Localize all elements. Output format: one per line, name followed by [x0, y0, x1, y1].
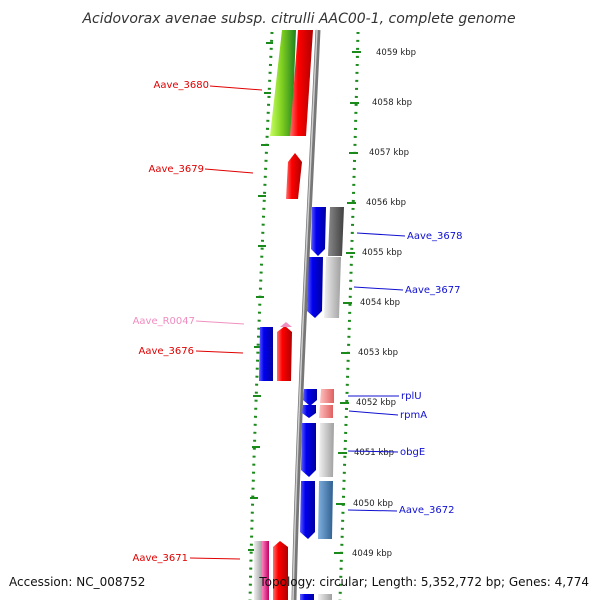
gene-label: obgE	[400, 447, 425, 458]
right-tick	[349, 152, 358, 154]
gene-label: Aave_3671	[133, 553, 189, 564]
leader-line	[204, 168, 254, 174]
gene-feature-blue	[303, 389, 317, 406]
right-tick	[341, 352, 350, 354]
gene-feature-green	[270, 30, 296, 136]
right-tick	[338, 452, 347, 454]
left-tick	[266, 42, 273, 44]
gene-feature-blue	[307, 257, 323, 318]
gene-feature-blue	[302, 405, 316, 418]
left-tick	[253, 395, 261, 397]
leader-line	[195, 320, 245, 325]
gene-feature-salmon	[319, 405, 333, 418]
gene-feature-blue	[311, 207, 326, 256]
right-tick	[334, 552, 343, 554]
right-tick	[346, 252, 355, 254]
gene-feature-steelblue	[318, 481, 333, 539]
gene-feature-darkgray	[328, 207, 344, 256]
gene-feature-gray	[318, 594, 332, 600]
left-tick	[250, 497, 258, 499]
gene-label: Aave_3672	[399, 505, 455, 516]
right-tick	[347, 202, 356, 204]
gene-labels: Aave_3680 Aave_3679 Aave_R0047 Aave_3676…	[133, 80, 463, 564]
gene-feature-gray	[324, 257, 341, 318]
gene-label: Aave_3679	[149, 164, 205, 175]
leader-line	[189, 557, 241, 560]
kbp-ruler-labels: 4059 kbp 4058 kbp 4057 kbp 4056 kbp 4055…	[352, 48, 416, 559]
genome-backbone	[291, 29, 321, 600]
kbp-label: 4050 kbp	[353, 499, 393, 509]
gene-label: Aave_R0047	[133, 316, 195, 327]
forward-strand-genes	[254, 30, 313, 600]
right-tick	[343, 302, 352, 304]
gene-feature-blue	[300, 481, 315, 539]
gene-label: Aave_3678	[407, 231, 463, 242]
right-ruler-ticks	[334, 51, 361, 554]
gene-feature-salmon	[320, 389, 334, 403]
gene-feature-red	[273, 541, 288, 600]
left-tick	[256, 296, 264, 298]
accession-text: Accession: NC_008752	[9, 575, 145, 589]
gene-feature-blue	[301, 423, 316, 477]
right-tick	[350, 102, 359, 104]
kbp-label: 4052 kbp	[356, 398, 396, 408]
left-ruler-ticks	[248, 42, 273, 551]
kbp-label: 4058 kbp	[372, 98, 412, 108]
ruler-dotted-lines	[248, 31, 360, 600]
label-leader-lines	[189, 85, 406, 560]
topology-text: Topology: circular; Length: 5,352,772 bp…	[258, 575, 589, 589]
kbp-label: 4053 kbp	[358, 348, 398, 358]
map-title: Acidovorax avenae subsp. citrulli AAC00-…	[81, 11, 515, 27]
leader-line	[347, 450, 399, 453]
left-tick	[252, 446, 260, 448]
kbp-label: 4054 kbp	[360, 298, 400, 308]
gene-feature-blue	[259, 327, 273, 381]
gene-label: Aave_3680	[154, 80, 210, 91]
leader-line	[353, 286, 404, 291]
left-tick	[254, 346, 262, 348]
gene-feature-gray	[319, 423, 334, 477]
kbp-label: 4059 kbp	[376, 48, 416, 58]
left-tick	[261, 144, 269, 146]
gene-label: rpmA	[400, 410, 427, 421]
genome-backbone-highlight	[292, 29, 318, 600]
gene-feature-gray	[254, 541, 262, 600]
kbp-label: 4057 kbp	[369, 148, 409, 158]
leader-line	[348, 410, 399, 416]
leader-line	[209, 85, 263, 91]
gene-label: Aave_3677	[405, 285, 461, 296]
kbp-label: 4051 kbp	[354, 448, 394, 458]
gene-feature-red	[290, 30, 313, 136]
kbp-label: 4056 kbp	[366, 198, 406, 208]
leader-line	[347, 509, 398, 512]
reverse-strand-genes	[300, 207, 344, 600]
gene-feature-red	[286, 153, 302, 199]
left-tick	[258, 245, 266, 247]
right-tick	[352, 51, 361, 53]
left-tick	[258, 195, 266, 197]
gene-feature-blue	[300, 594, 314, 600]
ruler-left-dotted-line	[248, 31, 274, 600]
kbp-label: 4055 kbp	[362, 248, 402, 258]
left-tick	[248, 549, 256, 551]
right-tick	[340, 402, 349, 404]
gene-feature-pink	[262, 541, 269, 600]
leader-line	[356, 232, 406, 237]
kbp-label: 4049 kbp	[352, 549, 392, 559]
rna-feature-pink	[280, 322, 292, 327]
left-tick	[264, 92, 271, 94]
gene-feature-red	[277, 326, 292, 381]
leader-line	[195, 350, 244, 354]
gene-label: rplU	[401, 391, 422, 402]
ruler-right-dotted-line	[338, 31, 360, 600]
right-tick	[336, 503, 345, 505]
gene-label: Aave_3676	[139, 346, 195, 357]
